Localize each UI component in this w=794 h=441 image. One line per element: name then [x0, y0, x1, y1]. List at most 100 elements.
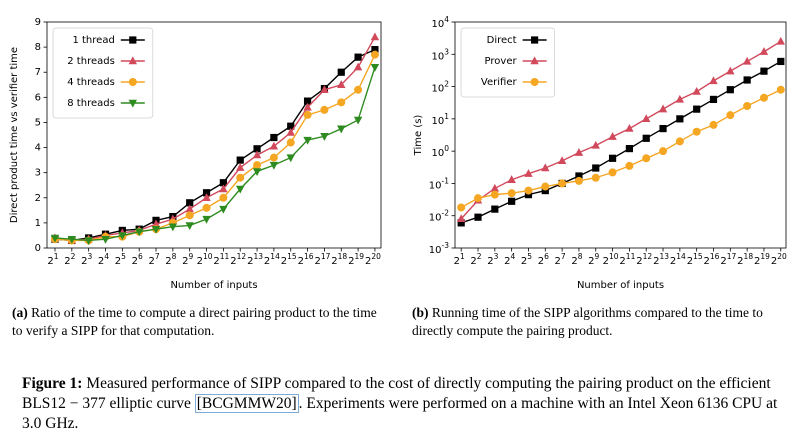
x-tick-label: 28	[571, 252, 582, 267]
data-point	[524, 186, 533, 195]
subcaption-label: (b)	[412, 305, 429, 320]
data-point	[759, 93, 768, 102]
data-point	[726, 86, 734, 94]
subcaption-label: (a)	[12, 305, 28, 320]
data-point	[370, 64, 380, 72]
data-point	[692, 127, 701, 136]
subcaption-text: Ratio of the time to compute a direct pa…	[12, 305, 377, 338]
data-point	[353, 62, 363, 71]
data-point	[236, 156, 244, 164]
x-tick-label: 220	[771, 252, 787, 267]
data-point	[524, 191, 533, 199]
y-tick-label: 10-3	[429, 241, 449, 256]
data-point	[185, 204, 194, 213]
y-tick-label: 100	[431, 144, 449, 159]
data-point	[642, 154, 651, 163]
legend-marker	[128, 78, 137, 86]
data-point	[591, 173, 600, 182]
data-point	[776, 36, 785, 45]
data-point	[558, 179, 567, 188]
data-point	[742, 56, 752, 65]
x-tick-label: 213	[247, 252, 263, 267]
plot-frame	[454, 21, 787, 249]
x-tick-label: 217	[314, 252, 330, 267]
subcaption-a: (a) Ratio of the time to compute a direc…	[12, 304, 390, 340]
data-point	[608, 154, 617, 162]
data-point	[642, 134, 650, 142]
legend-marker	[530, 56, 539, 65]
legend-label: Verifier	[481, 77, 518, 88]
x-axis-label: Number of inputs	[577, 280, 664, 291]
x-tick-label: 22	[64, 252, 75, 267]
data-point	[320, 133, 329, 141]
data-point	[168, 223, 178, 232]
legend-marker	[530, 78, 539, 86]
legend-label: 2 threads	[67, 56, 115, 67]
caption-text: Measured performance of SIPP compared to…	[22, 375, 771, 412]
x-tick-label: 24	[504, 252, 515, 267]
data-point	[370, 50, 379, 59]
data-point	[354, 53, 362, 61]
y-tick-label: 10-1	[429, 176, 449, 191]
y-tick-label: 5	[35, 117, 41, 128]
y-tick-label: 2	[35, 193, 41, 204]
y-tick-label: 0	[35, 243, 41, 254]
data-point	[777, 57, 785, 66]
plot-frame	[46, 21, 382, 249]
legend-label: 4 threads	[67, 77, 115, 88]
data-point	[252, 150, 262, 159]
x-tick-label: 25	[115, 252, 126, 267]
y-tick-label: 1	[35, 218, 41, 229]
x-tick-label: 213	[653, 252, 669, 267]
data-point	[303, 102, 312, 111]
x-tick-label: 214	[264, 252, 280, 267]
citation[interactable]: [BCGMMW20]	[194, 394, 299, 413]
data-point	[269, 161, 279, 170]
x-tick-label: 23	[81, 252, 92, 267]
data-point	[270, 133, 278, 142]
data-point	[776, 85, 785, 94]
data-point	[354, 85, 363, 94]
data-point	[202, 193, 211, 201]
data-point	[457, 219, 465, 227]
data-point	[625, 123, 634, 132]
data-point	[759, 47, 769, 55]
x-tick-label: 26	[132, 252, 143, 267]
data-point	[592, 164, 600, 172]
x-tick-label: 21	[454, 252, 465, 267]
x-tick-label: 212	[230, 252, 246, 267]
data-point	[490, 190, 499, 199]
data-point	[541, 182, 550, 191]
data-point	[371, 46, 379, 54]
data-point	[591, 140, 600, 149]
data-point	[743, 102, 752, 111]
data-point	[658, 104, 668, 113]
y-tick-label: 102	[431, 80, 449, 95]
data-point	[676, 115, 684, 123]
legend: Direct Prover Verifier	[460, 27, 555, 98]
x-tick-label: 24	[98, 252, 109, 267]
caption-label: Figure 1:	[22, 375, 83, 392]
x-tick-label: 218	[737, 252, 753, 267]
data-point	[474, 194, 483, 203]
data-point	[151, 219, 161, 228]
figure-caption: Figure 1: Measured performance of SIPP c…	[22, 374, 778, 434]
legend-frame	[460, 27, 555, 98]
x-tick-label: 214	[670, 252, 686, 267]
x-tick-label: 29	[588, 252, 599, 267]
x-tick-label: 29	[182, 252, 193, 267]
data-point	[507, 189, 516, 198]
data-point	[67, 236, 77, 244]
subcaption-text: Running time of the SIPP algorithms comp…	[412, 305, 763, 338]
x-tick-label: 21	[47, 252, 58, 267]
x-tick-label: 210	[603, 252, 619, 267]
data-point	[219, 193, 228, 202]
data-point	[286, 127, 295, 136]
data-point	[236, 173, 245, 182]
data-point	[541, 163, 550, 172]
data-point	[253, 161, 262, 170]
y-axis-label: Direct product time vs verifier time	[9, 47, 20, 223]
data-point	[337, 68, 345, 76]
data-point	[236, 163, 245, 171]
legend-label: 8 threads	[67, 98, 115, 109]
